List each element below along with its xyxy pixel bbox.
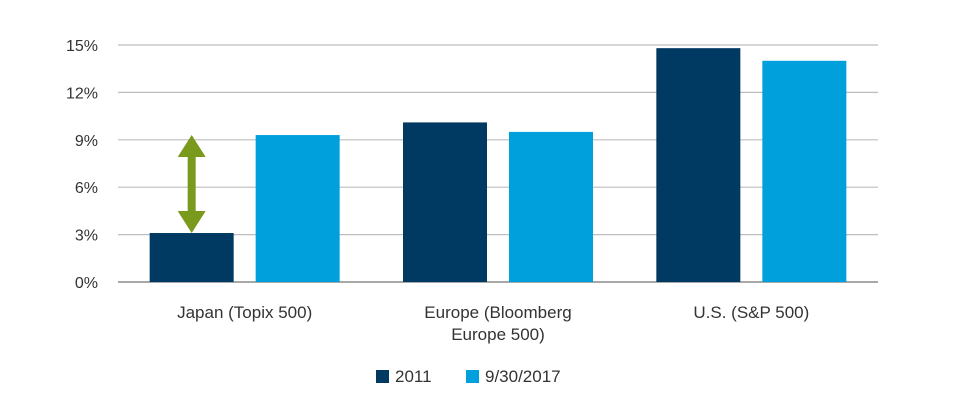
bar-9-30-2017-japan-topix-500 [255, 135, 340, 282]
x-tick-label: U.S. (S&P 500) [693, 303, 809, 322]
x-tick-label: Japan (Topix 500) [177, 303, 312, 322]
bars [149, 48, 847, 282]
legend-swatch [466, 370, 479, 383]
legend-item-2011: 2011 [376, 367, 432, 386]
double-arrow-icon [177, 135, 206, 234]
gridlines [118, 44, 878, 283]
bar-2011-europe-bloomberg-europe-500 [403, 122, 487, 282]
arrow-shaft [187, 156, 196, 213]
y-tick-label: 9% [75, 133, 98, 150]
bar-9-30-2017-europe-bloomberg-europe-500 [509, 131, 593, 282]
annotation-arrow [177, 135, 206, 234]
bar-2011-japan-topix-500 [149, 233, 234, 282]
legend-label: 9/30/2017 [485, 367, 561, 386]
y-tick-label: 0% [75, 275, 98, 292]
x-tick-label: Europe (Bloomberg Europe 500) [424, 303, 571, 344]
y-tick-label: 15% [66, 38, 98, 55]
x-axis-category-labels: Japan (Topix 500) Europe (Bloomberg Europe… [177, 303, 809, 344]
legend-label: 2011 [395, 367, 432, 386]
arrow-head-down [177, 211, 206, 234]
legend-swatch [376, 370, 389, 383]
legend: 2011 9/30/2017 [376, 367, 561, 386]
y-tick-label: 12% [66, 85, 98, 102]
y-axis-tick-labels: 0% 3% 6% 9% 12% 15% [66, 38, 98, 292]
bar-2011-u-s-s-p-500 [656, 48, 741, 282]
bar-9-30-2017-u-s-s-p-500 [762, 60, 847, 282]
y-tick-label: 3% [75, 228, 98, 245]
arrow-head-up [177, 135, 206, 158]
legend-item-9-30-2017: 9/30/2017 [466, 367, 561, 386]
y-tick-label: 6% [75, 180, 98, 197]
